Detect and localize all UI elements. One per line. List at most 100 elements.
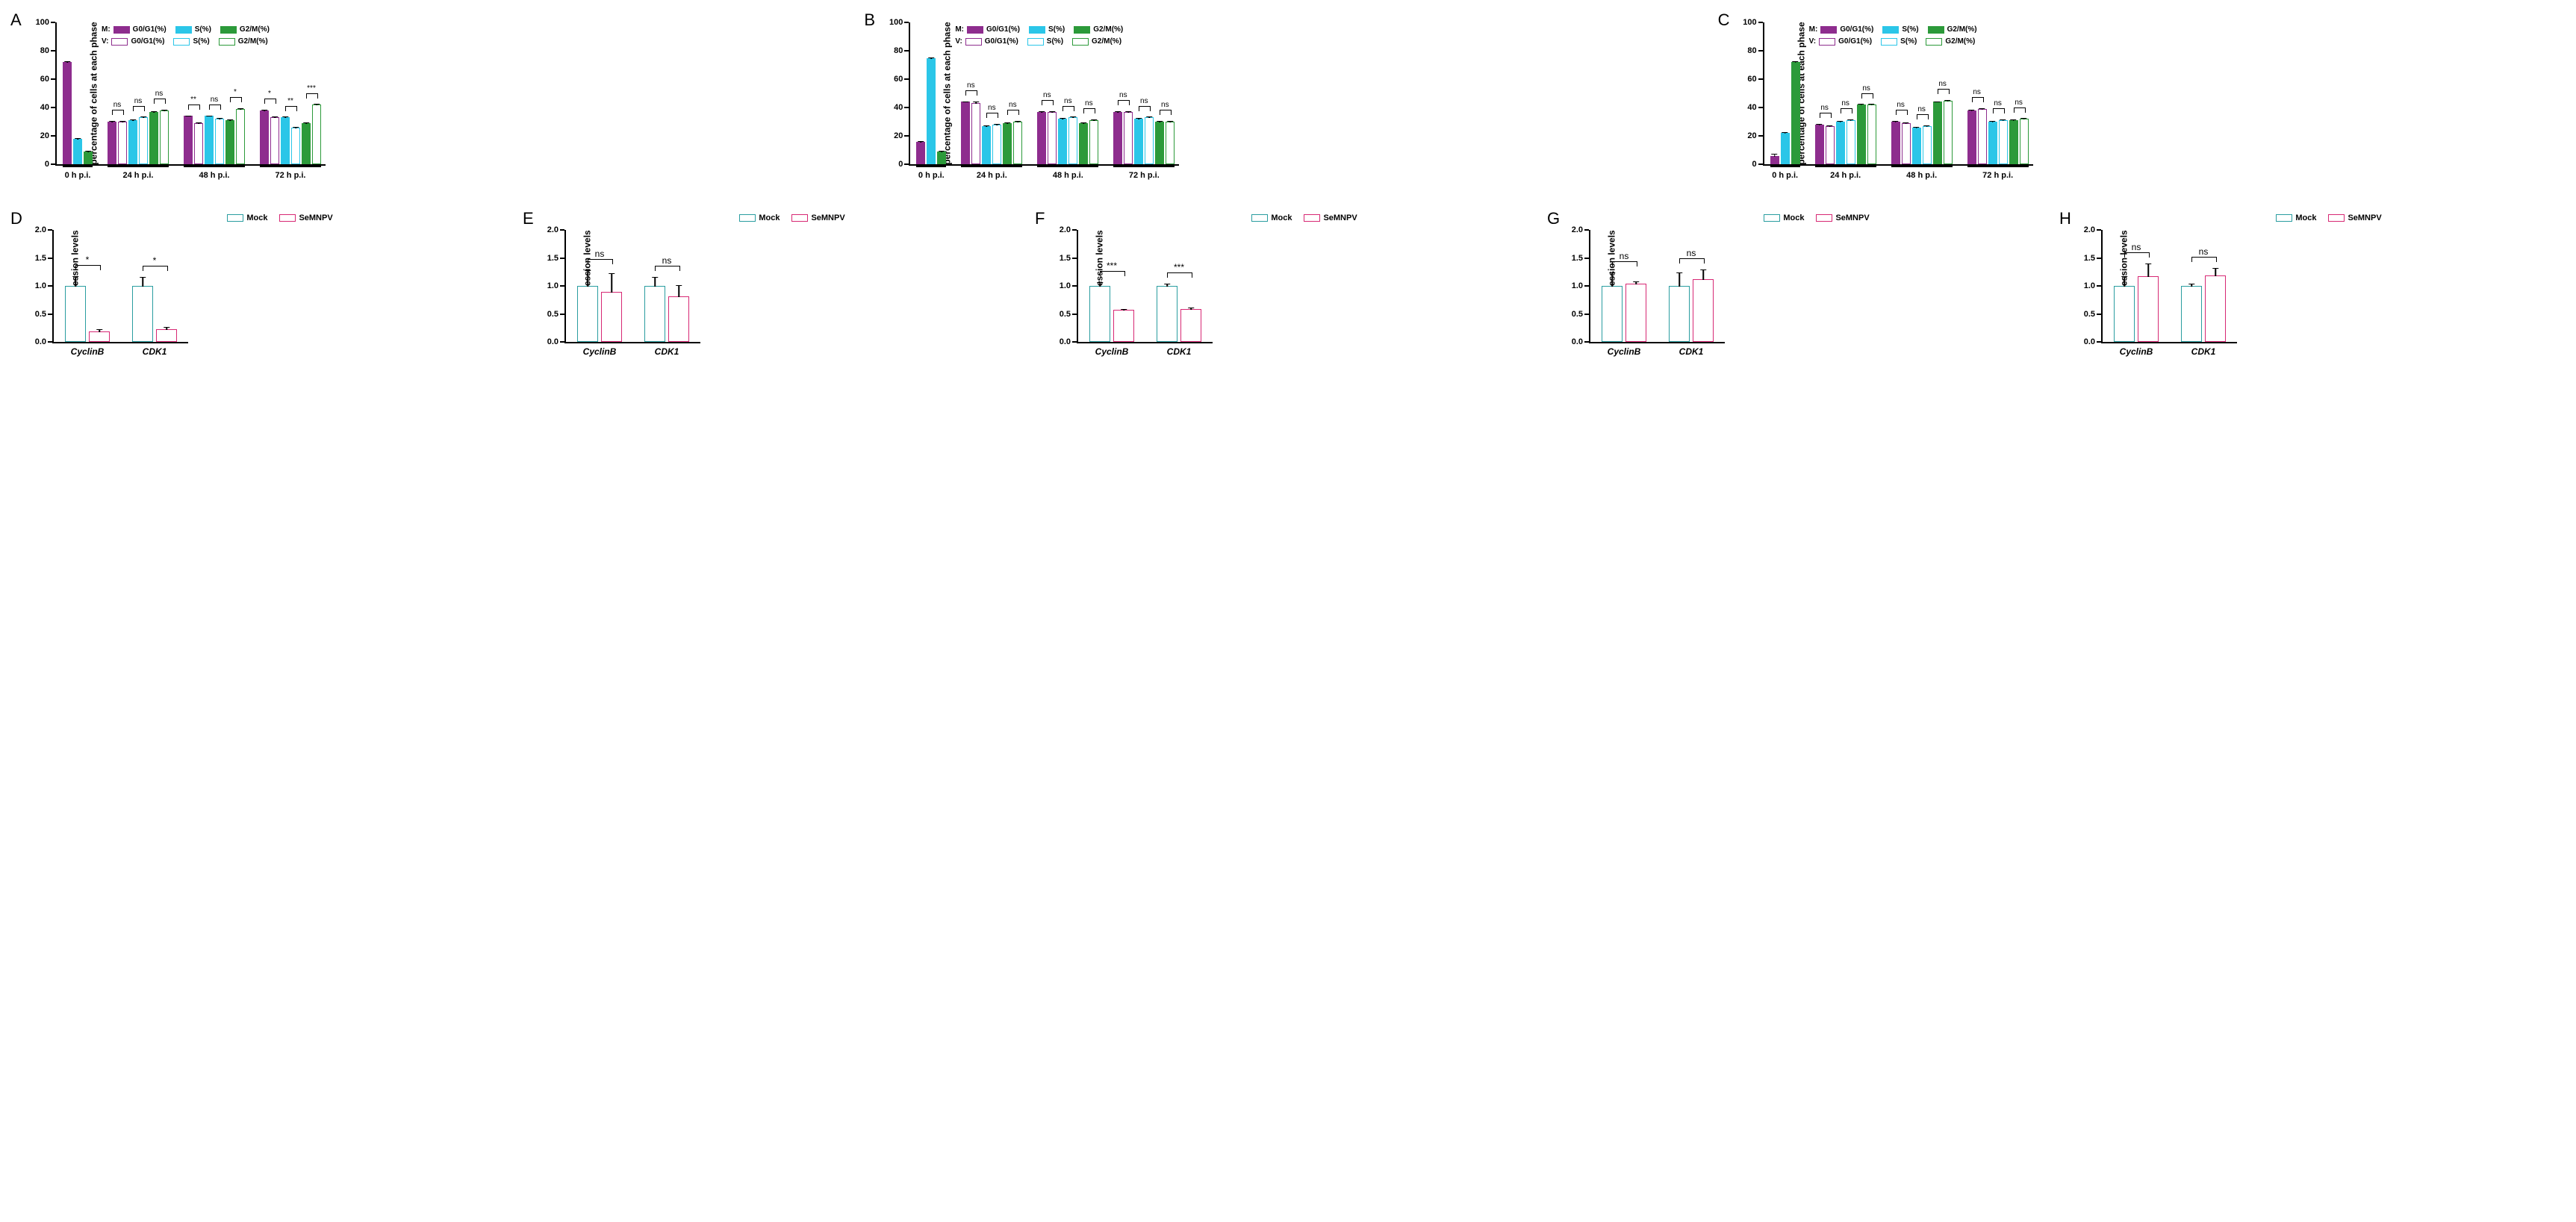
top-row: A020406080100percentage of cells at each… — [15, 15, 2561, 191]
bar — [1180, 309, 1201, 342]
x-group-line — [961, 166, 1022, 167]
panel-label: F — [1035, 209, 1045, 228]
sig-bracket — [2191, 257, 2217, 262]
error-bar — [1871, 104, 1873, 105]
panel-G: GMockSeMNPV0.00.51.01.52.0Relative expre… — [1552, 213, 2049, 361]
sig-bracket — [655, 266, 680, 271]
bar — [89, 331, 110, 342]
panel-label: G — [1547, 209, 1560, 228]
sig-label: * — [268, 90, 271, 98]
error-bar — [1702, 269, 1704, 280]
sig-label: ns — [1841, 99, 1849, 107]
ytick-label: 60 — [894, 75, 910, 84]
ytick-label: 0 — [45, 160, 57, 169]
error-bar — [1063, 118, 1064, 119]
x-label: CyclinB — [2120, 342, 2153, 357]
sig-label: ns — [1973, 88, 1981, 96]
sig-label: ns — [1917, 105, 1926, 113]
legend-item: Mock — [1764, 213, 1804, 222]
x-group-line — [1815, 166, 1876, 167]
bar — [1145, 117, 1154, 164]
sig-label: ns — [1043, 91, 1051, 99]
error-bar — [111, 121, 113, 122]
error-bar — [316, 104, 317, 105]
sig-bracket — [1007, 110, 1019, 115]
bar — [194, 123, 203, 164]
sig-label: ns — [595, 249, 605, 259]
error-bar — [1785, 132, 1786, 134]
error-bar — [1971, 110, 1973, 111]
ytick-label: 80 — [1747, 46, 1764, 55]
error-bar — [1947, 100, 1949, 102]
error-bar — [198, 122, 199, 124]
error-bar — [1926, 125, 1928, 127]
bar — [205, 116, 214, 164]
bar — [1166, 122, 1175, 164]
sig-bracket — [2124, 252, 2150, 258]
panel-label: E — [523, 209, 534, 228]
bar — [1902, 123, 1911, 164]
bar — [1124, 112, 1133, 164]
bar — [1978, 109, 1987, 164]
error-bar — [2013, 119, 2015, 121]
sig-label: ns — [1064, 97, 1072, 105]
error-bar — [1123, 309, 1124, 311]
ytick-label: 1.5 — [35, 254, 54, 263]
sig-bracket — [1118, 100, 1130, 105]
x-label: CyclinB — [583, 342, 617, 357]
bar — [1113, 112, 1122, 164]
bar — [1967, 110, 1976, 164]
ytick-label: 80 — [40, 46, 57, 55]
x-group-line — [108, 166, 169, 167]
panel-C: C020406080100percentage of cells at each… — [1723, 15, 2561, 191]
sig-bracket — [1938, 89, 1950, 94]
bar — [225, 120, 234, 164]
error-bar — [1073, 116, 1074, 118]
x-group-label: 48 h p.i. — [1053, 169, 1083, 180]
error-bar — [153, 111, 155, 113]
bar — [1847, 120, 1855, 164]
panel-label: H — [2059, 209, 2071, 228]
chart: 0.00.51.01.52.0Relative expression level… — [52, 230, 512, 361]
x-group-line — [1770, 166, 1800, 167]
bar — [108, 122, 116, 164]
figure: A020406080100percentage of cells at each… — [15, 15, 2561, 361]
error-bar — [187, 116, 189, 117]
sig-label: * — [86, 255, 90, 265]
x-label: CDK1 — [1679, 342, 1704, 357]
x-group-label: 48 h p.i. — [199, 169, 230, 180]
sig-label: ns — [1938, 80, 1947, 88]
bar — [916, 142, 925, 164]
sig-label: ns — [113, 101, 122, 109]
bar — [601, 292, 622, 342]
bar — [1770, 156, 1779, 164]
bar — [992, 125, 1001, 164]
bar — [132, 286, 153, 342]
sig-label: ns — [1140, 97, 1148, 105]
panel-B: B020406080100percentage of cells at each… — [868, 15, 1707, 191]
bar — [982, 126, 991, 164]
sig-label: ns — [1620, 251, 1629, 261]
ytick-label: 0.0 — [1572, 337, 1590, 346]
legend: MockSeMNPV — [48, 213, 512, 222]
ytick-label: 0.5 — [35, 310, 54, 319]
error-bar — [219, 118, 220, 119]
sig-label: ns — [1862, 84, 1870, 93]
ytick-label: 60 — [40, 75, 57, 84]
error-bar — [229, 119, 231, 121]
x-group-label: 72 h p.i. — [276, 169, 306, 180]
bar — [1089, 120, 1098, 164]
plot-area: 0.00.51.01.52.0Relative expression level… — [52, 230, 188, 343]
sig-bracket — [264, 99, 276, 104]
ytick-label: 0.5 — [1572, 310, 1590, 319]
legend-item: SeMNPV — [1816, 213, 1869, 222]
legend-swatch — [279, 214, 296, 222]
chart: 0.00.51.01.52.0Relative expression level… — [1589, 230, 2049, 361]
legend-swatch — [227, 214, 243, 222]
x-group-label: 0 h p.i. — [1772, 169, 1798, 180]
ytick-label: 20 — [1747, 131, 1764, 140]
panel-label: B — [864, 10, 875, 30]
ytick-label: 0.5 — [1060, 310, 1078, 319]
ytick-label: 0.0 — [1060, 337, 1078, 346]
bar — [65, 286, 86, 342]
